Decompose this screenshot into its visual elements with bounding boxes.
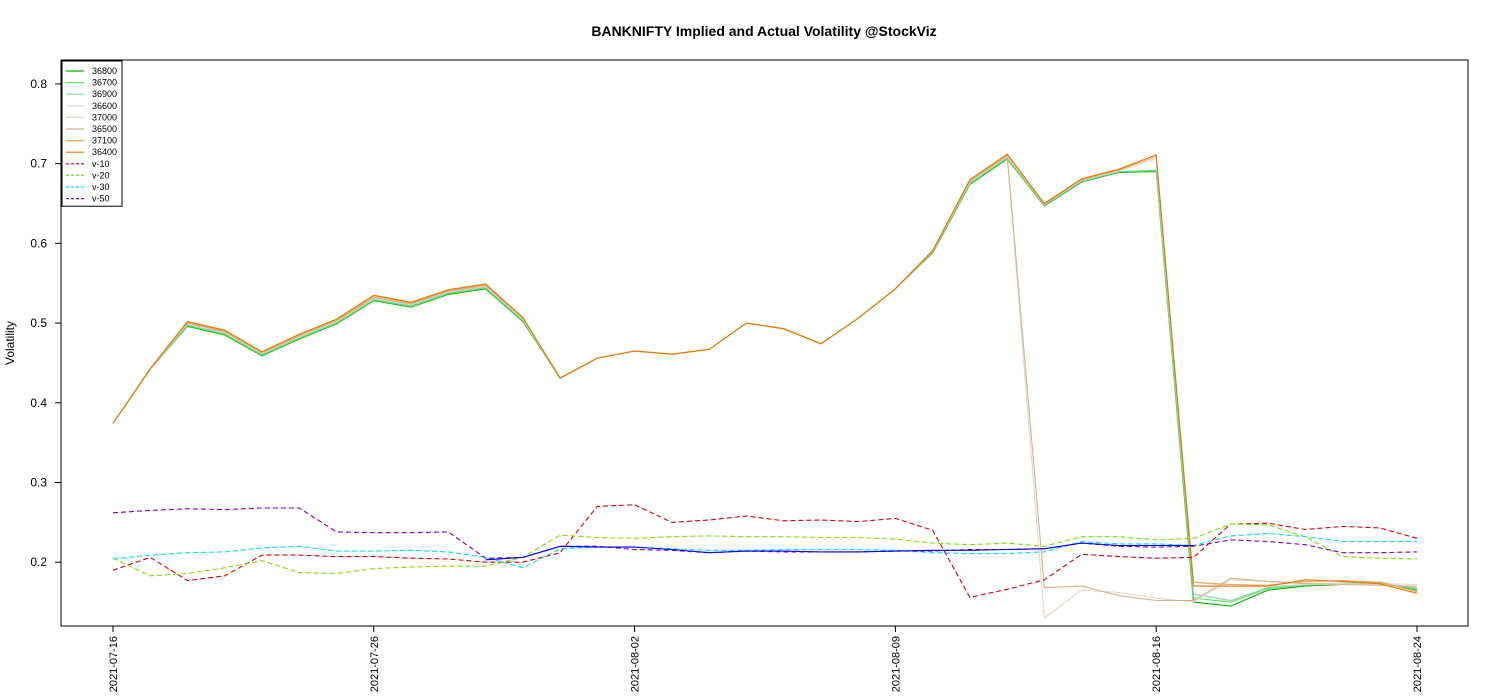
y-tick-label: 0.2 [30, 555, 47, 569]
legend-label: v-10 [92, 159, 110, 169]
series-line-36400 [112, 153, 1418, 594]
legend-label: 36700 [92, 78, 117, 88]
legend-label: 36900 [92, 89, 117, 99]
series-line-36700 [112, 157, 1418, 603]
legend-label: 36400 [92, 147, 117, 157]
y-tick-label: 0.6 [30, 236, 47, 250]
chart-title: BANKNIFTY Implied and Actual Volatility … [591, 23, 936, 39]
legend-label: v-30 [92, 182, 110, 192]
series-line-36500 [112, 154, 1418, 602]
series-line-36600 [112, 155, 1418, 587]
series-layer [112, 153, 1418, 620]
x-tick-label: 2021-08-02 [630, 636, 642, 692]
plot-area [60, 59, 1469, 627]
legend-box [61, 60, 123, 207]
y-axis: 0.2 0.3 0.4 0.5 0.6 0.7 0.8 [30, 77, 61, 569]
x-tick-label: 2021-08-24 [1412, 636, 1424, 692]
x-tick-label: 2021-08-16 [1151, 636, 1163, 692]
y-tick-label: 0.5 [30, 316, 47, 330]
series-line-unlabeled-12 [485, 542, 1194, 561]
legend-label: 37100 [92, 136, 117, 146]
x-tick-label: 2021-07-16 [108, 636, 120, 692]
legend-label: v-20 [92, 170, 110, 180]
legend-label: 37000 [92, 112, 117, 122]
x-tick-label: 2021-08-09 [890, 636, 902, 692]
legend-label: v-50 [92, 194, 110, 204]
legend-label: 36600 [92, 101, 117, 111]
y-tick-label: 0.4 [30, 396, 47, 410]
series-line-v-30 [112, 532, 1417, 569]
legend-label: 36500 [92, 124, 117, 134]
series-line-37000 [112, 154, 1418, 620]
series-line-v-50 [112, 507, 1418, 559]
x-axis: 2021-07-16 2021-07-26 2021-08-02 2021-08-09… [108, 626, 1424, 692]
series-line-36800 [112, 158, 1418, 607]
y-tick-label: 0.3 [30, 476, 47, 490]
series-line-37100 [112, 154, 1418, 593]
x-tick-label: 2021-07-26 [369, 636, 381, 692]
y-axis-title: Volatility [3, 321, 17, 365]
series-line-v-20 [112, 523, 1418, 577]
y-tick-label: 0.8 [30, 77, 47, 91]
series-line-36900 [112, 156, 1418, 602]
legend-label: 36800 [92, 66, 117, 76]
y-tick-label: 0.7 [30, 157, 47, 171]
